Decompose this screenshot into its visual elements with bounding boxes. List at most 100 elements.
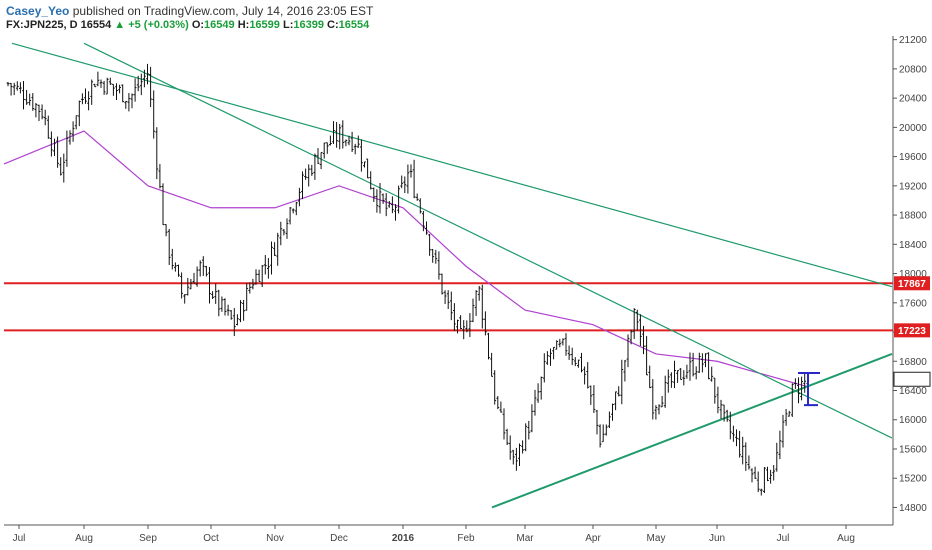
ohlc-bar bbox=[149, 66, 152, 108]
ohlc-bar bbox=[180, 272, 183, 299]
ohlc-bar bbox=[136, 75, 140, 92]
ohlc-bar bbox=[580, 352, 583, 373]
ohlc-bar bbox=[6, 81, 10, 87]
ohlc-bar bbox=[155, 127, 159, 180]
price-change: +5 (+0.03%) bbox=[128, 19, 189, 31]
ohlc-bar bbox=[713, 377, 717, 404]
ohlc-bar bbox=[583, 366, 586, 385]
ohlc-line: FX:JPN225, D 16554 ▲ +5 (+0.03%) O:16549… bbox=[6, 19, 369, 31]
ohlc-bar bbox=[198, 260, 202, 277]
ohlc-bar bbox=[688, 352, 692, 381]
ohlc-bar bbox=[347, 135, 351, 146]
ohlc-bar bbox=[756, 471, 760, 493]
ohlc-bar bbox=[763, 467, 766, 493]
svg-text:16554: 16554 bbox=[898, 375, 926, 386]
ohlc-bar bbox=[322, 142, 326, 159]
ohlc-bar bbox=[143, 69, 146, 88]
ohlc-bar bbox=[229, 310, 233, 320]
ohlc-bar bbox=[232, 308, 236, 337]
y-tick-label: 18400 bbox=[899, 240, 927, 251]
ohlc-bar bbox=[415, 193, 419, 201]
ohlc-bar bbox=[201, 256, 205, 276]
ohlc-bar bbox=[635, 309, 639, 331]
ohlc-bar bbox=[440, 273, 444, 295]
x-tick-label: Jun bbox=[709, 533, 725, 544]
x-tick-label: Apr bbox=[585, 533, 601, 544]
ohlc-bar bbox=[775, 442, 779, 472]
ohlc-bar bbox=[561, 338, 565, 346]
x-tick-label: Jul bbox=[13, 533, 26, 544]
ohlc-bar bbox=[260, 264, 264, 288]
ohlc-bar bbox=[685, 364, 689, 379]
trendline-2 bbox=[83, 42, 893, 439]
ohlc-bar bbox=[604, 424, 608, 436]
ohlc-bar bbox=[691, 352, 695, 377]
ohlc-bar bbox=[750, 468, 754, 483]
ohlc-bar bbox=[93, 83, 97, 88]
y-tick-label: 20800 bbox=[899, 64, 927, 75]
ohlc-bar bbox=[505, 428, 509, 446]
ohlc-bar bbox=[384, 193, 388, 217]
ohlc-bar bbox=[294, 201, 298, 216]
ohlc-bar bbox=[558, 338, 562, 348]
ohlc-bar bbox=[279, 221, 283, 246]
ohlc-bar bbox=[263, 255, 267, 275]
ohlc-bar bbox=[77, 100, 81, 127]
ohlc-bar bbox=[353, 143, 357, 155]
ohlc-bar bbox=[490, 352, 493, 377]
x-tick-label: Aug bbox=[837, 533, 855, 544]
ohlc-bar bbox=[670, 372, 673, 388]
ohlc-bar bbox=[245, 282, 249, 311]
x-tick-label: Feb bbox=[457, 533, 475, 544]
ohlc-bar bbox=[248, 282, 252, 294]
ohlc-bar bbox=[329, 135, 332, 146]
chart-header: Casey_Yeo published on TradingView.com, … bbox=[0, 0, 932, 34]
ohlc-bar bbox=[167, 228, 171, 265]
ohlc-bar bbox=[356, 135, 360, 148]
ohlc-bar bbox=[769, 469, 772, 484]
y-tick-label: 15200 bbox=[899, 474, 927, 485]
ohlc-bar bbox=[307, 164, 311, 187]
y-tick-label: 16800 bbox=[899, 357, 927, 368]
ohlc-bar bbox=[400, 175, 404, 189]
publish-line: Casey_Yeo published on TradingView.com, … bbox=[6, 4, 373, 18]
ohlc-bar bbox=[697, 352, 701, 373]
ohlc-bar bbox=[654, 405, 658, 420]
ohlc-bar bbox=[158, 164, 162, 189]
ohlc-bar bbox=[493, 370, 497, 405]
ohlc-bar bbox=[425, 221, 428, 235]
ohlc-bar bbox=[511, 449, 515, 465]
ohlc-bar bbox=[477, 285, 481, 301]
ohlc-bar bbox=[732, 425, 735, 442]
ohlc-bar bbox=[787, 410, 791, 417]
ohlc-bar bbox=[428, 233, 431, 256]
ohlc-bar bbox=[226, 304, 230, 316]
ohlc-bar bbox=[273, 242, 276, 256]
ohlc-bar bbox=[468, 313, 472, 338]
ohlc-bar bbox=[753, 466, 757, 479]
ohlc-bar bbox=[542, 353, 546, 383]
ohlc-bar bbox=[515, 447, 518, 471]
ohlc-bar bbox=[728, 411, 732, 440]
ohlc-bar bbox=[453, 303, 456, 332]
ohlc-bar bbox=[366, 158, 369, 179]
ohlc-bar bbox=[403, 176, 407, 194]
ohlc-bar bbox=[707, 352, 710, 380]
ohlc-bar bbox=[254, 269, 258, 285]
high-value: 16599 bbox=[249, 19, 280, 31]
author-name[interactable]: Casey_Yeo bbox=[6, 4, 70, 18]
ohlc-bar bbox=[496, 396, 500, 410]
ohlc-bar bbox=[508, 435, 512, 460]
ohlc-bar bbox=[484, 311, 487, 336]
ohlc-bar bbox=[369, 171, 373, 190]
symbol-label: FX:JPN225, D bbox=[6, 19, 78, 31]
ohlc-bar bbox=[40, 104, 44, 120]
ohlc-bar bbox=[164, 224, 168, 237]
y-tick-label: 21200 bbox=[899, 35, 927, 46]
x-tick-label: Jul bbox=[777, 533, 790, 544]
trendline-1 bbox=[11, 42, 893, 288]
ohlc-bar bbox=[387, 200, 391, 208]
ohlc-bar bbox=[325, 142, 329, 154]
ohlc-bar bbox=[291, 208, 295, 214]
